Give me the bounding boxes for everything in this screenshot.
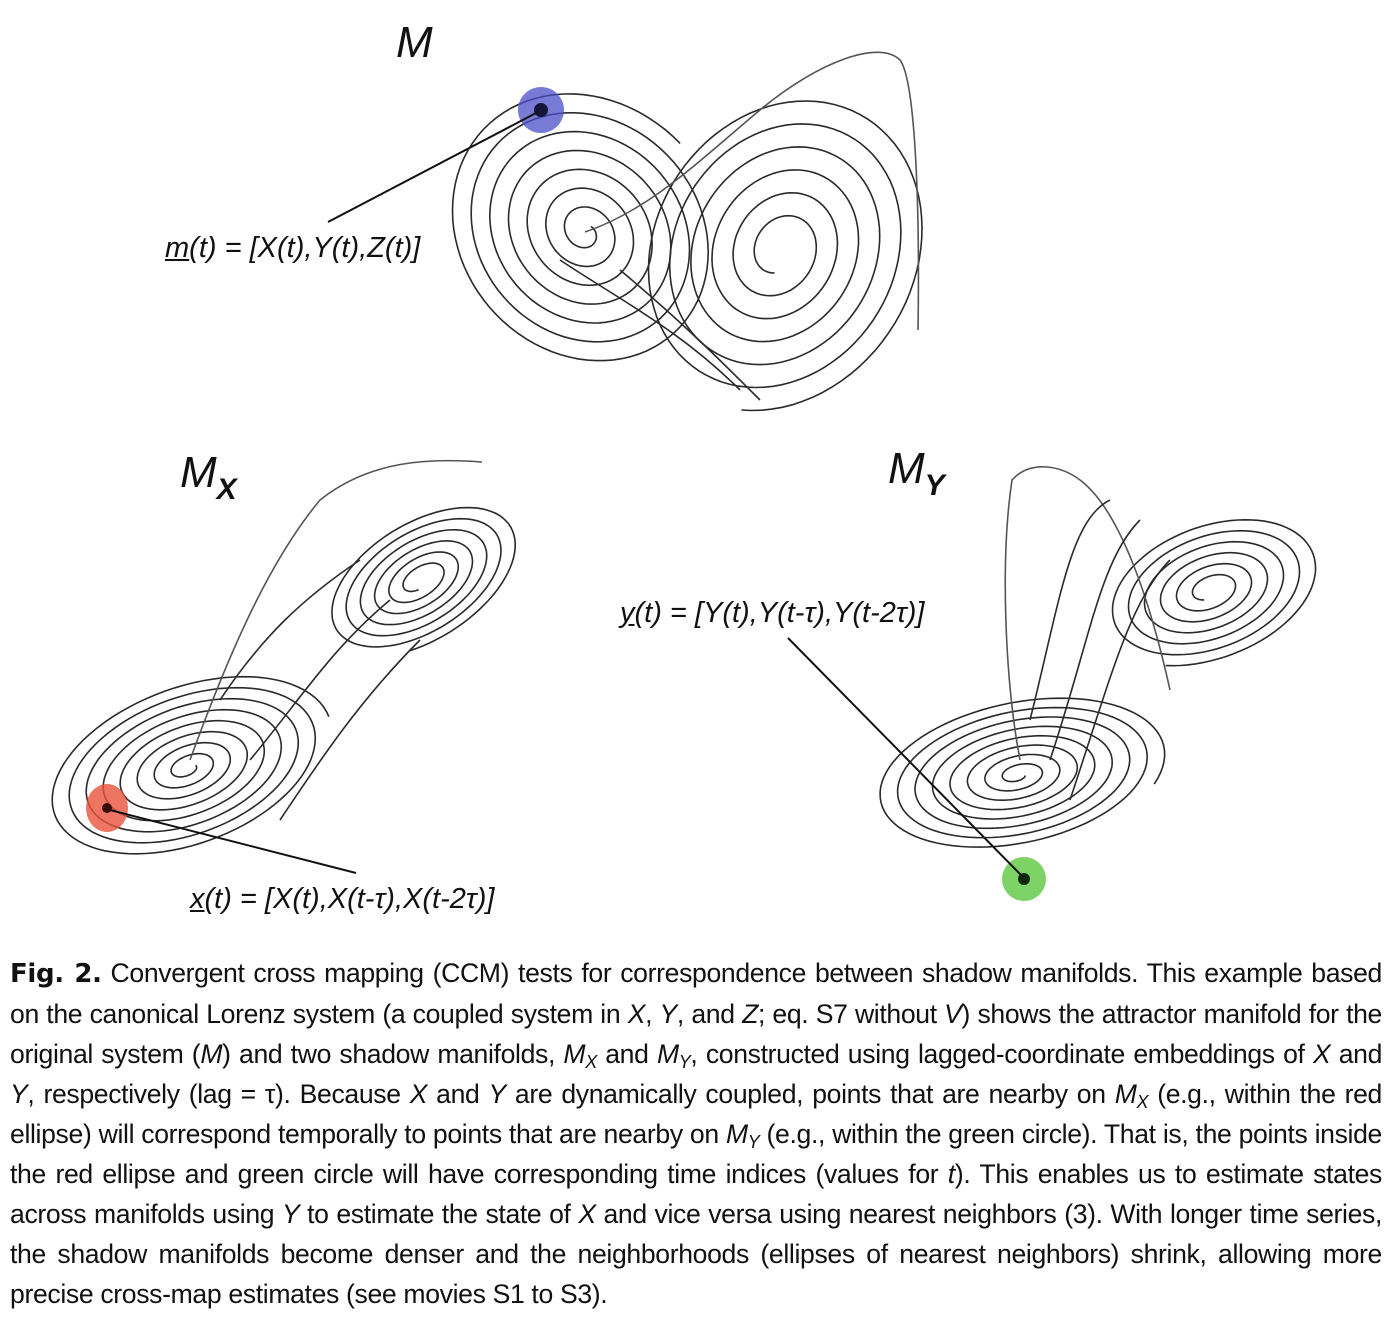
label-y-rest: (t) = [Y(t),Y(t-τ),Y(t-2τ)] (634, 597, 925, 629)
manifold-MY-lower-lobe (879, 697, 1166, 848)
label-x-rest: (t) = [X(t),X(t-τ),X(t-2τ)] (204, 883, 495, 915)
manifold-MX-lower-lobe (51, 675, 330, 855)
title-M-text: M (396, 18, 433, 67)
shadow-manifold-MY (787, 466, 1317, 901)
manifold-MX-tail (189, 459, 483, 761)
figure-caption: Fig. 2. Convergent cross mapping (CCM) t… (10, 953, 1382, 1314)
manifold-MY-tail (1004, 466, 1171, 761)
manifold-MY-upper-lobe (1111, 518, 1317, 667)
caption-fig-label: Fig. 2. (10, 959, 102, 989)
label-m-symbol: m (165, 232, 190, 264)
label-m-vector: m(t) = [X(t),Y(t),Z(t)] (165, 232, 420, 265)
label-m-rest: (t) = [X(t),Y(t),Z(t)] (189, 232, 421, 264)
label-y-vector: y(t) = [Y(t),Y(t-τ),Y(t-2τ)] (620, 597, 924, 630)
title-MX: MX (180, 448, 237, 507)
title-M: M (396, 18, 433, 68)
attractor-M (327, 51, 923, 412)
attractor-plots (51, 51, 1317, 901)
manifold-MY-crossing (1029, 499, 1171, 801)
label-y-symbol: y (620, 597, 635, 629)
title-MY: MY (888, 444, 945, 503)
manifold-MX-upper-lobe (331, 506, 517, 652)
leader-line-MX (109, 809, 357, 874)
title-MX-text: M (180, 448, 217, 497)
attractor-M-tail (584, 51, 920, 331)
leader-line-M (327, 111, 539, 223)
title-MY-text: M (888, 444, 925, 493)
manifold-MX-crossing (219, 559, 421, 821)
marker-MX-dot (102, 803, 112, 813)
shadow-manifold-MX (51, 459, 517, 874)
attractor-M-left-lobe (451, 93, 710, 362)
label-x-vector: x(t) = [X(t),X(t-τ),X(t-2τ)] (190, 883, 494, 916)
marker-M-dot (534, 103, 548, 117)
leader-line-MY (787, 637, 1023, 877)
caption-text: Convergent cross mapping (CCM) tests for… (10, 958, 1383, 1309)
title-MX-sub: X (216, 473, 237, 506)
label-x-symbol: x (190, 883, 205, 915)
title-MY-sub: Y (924, 469, 945, 502)
attractor-M-crossing (559, 259, 761, 401)
figure-area: M MX MY m(t) = [X(t),Y(t),Z(t)] y(t) = [… (51, 18, 1317, 916)
